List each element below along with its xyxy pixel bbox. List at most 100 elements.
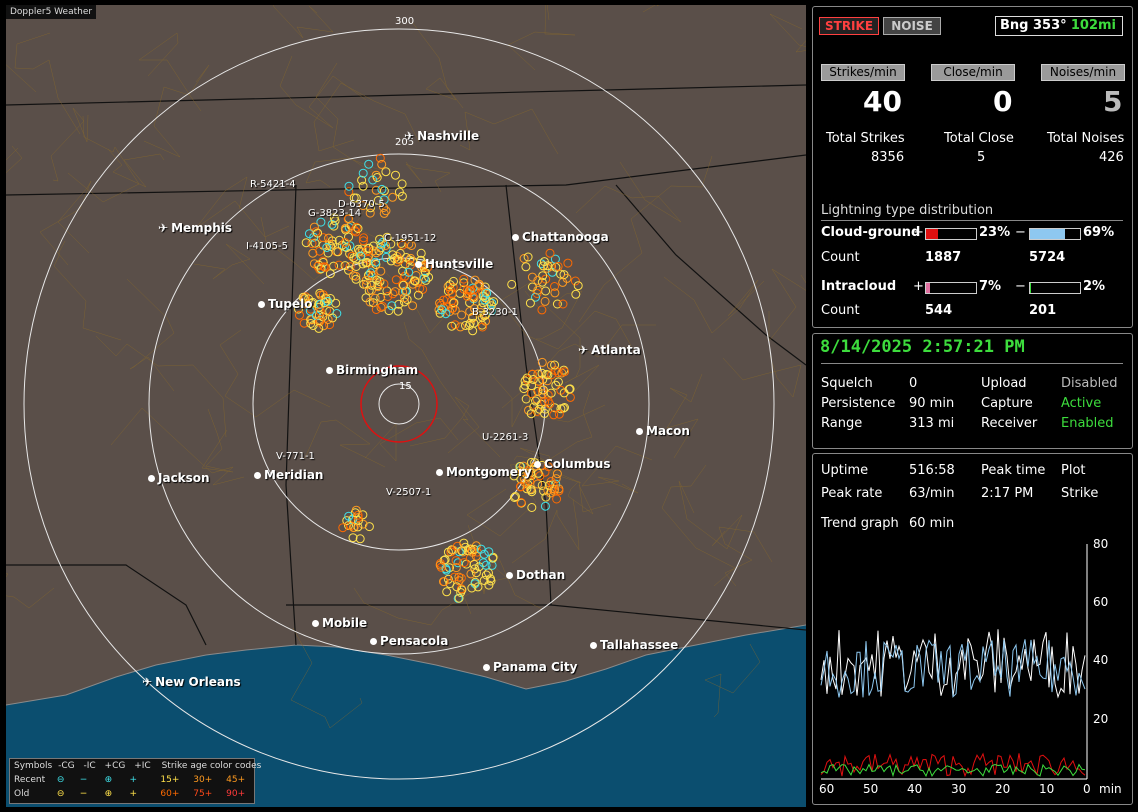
strike-symbol xyxy=(373,196,383,205)
strike-symbol xyxy=(550,288,560,298)
strike-symbol xyxy=(327,236,337,246)
strike-symbol xyxy=(537,357,547,367)
squelch-value[interactable]: 0 xyxy=(909,376,918,391)
strike-symbol xyxy=(399,280,408,290)
capture-value[interactable]: Active xyxy=(1061,396,1102,411)
persistence-value[interactable]: 90 min xyxy=(909,396,955,411)
strike-symbol xyxy=(421,267,430,277)
city-dot-icon xyxy=(590,642,597,649)
strike-symbol xyxy=(395,248,405,258)
age-30: 30+ xyxy=(193,775,213,785)
city-label: Tupelo xyxy=(258,297,313,311)
ic-negative-pct: 2% xyxy=(1083,279,1106,294)
strike-symbol xyxy=(326,242,336,251)
legend-recent-label: Recent xyxy=(14,775,46,785)
strike-symbol xyxy=(457,585,467,595)
city-label: Meridian xyxy=(254,468,323,482)
strike-symbol xyxy=(379,186,389,196)
range-value[interactable]: 313 mi xyxy=(909,416,955,431)
strike-symbol xyxy=(408,301,418,311)
strike-symbol xyxy=(306,319,316,328)
persistence-label: Persistence xyxy=(821,396,896,411)
storm-cell-label[interactable]: C-1951-12 xyxy=(384,233,437,244)
strike-symbol xyxy=(376,302,386,312)
strike-symbol xyxy=(439,295,448,305)
strike-symbol xyxy=(329,221,339,231)
old-neg-ic-icon: − xyxy=(79,789,88,799)
strike-symbol xyxy=(546,388,556,398)
storm-cell-label[interactable]: D-6370-5 xyxy=(338,199,385,210)
x-tick-40: 40 xyxy=(907,782,923,796)
city-dot-icon xyxy=(312,620,319,627)
lightning-map[interactable]: Doppler5 Weather 300 205 15 ✈ Nash xyxy=(6,5,806,807)
strike-symbol xyxy=(467,583,477,593)
strike-button[interactable]: STRIKE xyxy=(819,17,879,35)
strike-symbol xyxy=(484,547,494,557)
city-label: ✈ Nashville xyxy=(404,129,479,143)
strike-symbol xyxy=(559,388,569,398)
strike-symbol xyxy=(298,292,308,302)
strike-symbol xyxy=(488,553,498,563)
storm-cell-label[interactable]: G-3823-14 xyxy=(308,208,362,219)
datetime-readout: 8/14/2025 2:57:21 PM xyxy=(820,337,1025,357)
strike-symbol xyxy=(371,248,381,258)
city-name: Macon xyxy=(646,424,690,438)
city-name: Panama City xyxy=(493,660,578,674)
strike-symbol xyxy=(449,298,459,308)
strike-symbol xyxy=(473,582,483,592)
receiver-value[interactable]: Enabled xyxy=(1061,416,1114,431)
trend-graph-value[interactable]: 60 min xyxy=(909,516,955,531)
strike-symbol xyxy=(480,282,490,292)
storm-cell-label[interactable]: R-5421-4 xyxy=(250,179,296,190)
city-name: Tallahassee xyxy=(600,638,679,652)
strike-symbol xyxy=(323,315,333,324)
city-name: Memphis xyxy=(171,221,233,235)
city-label: Chattanooga xyxy=(512,230,609,244)
recent-pos-ic-icon: + xyxy=(129,775,138,785)
storm-cell-label[interactable]: U-2261-3 xyxy=(482,432,529,443)
strike-symbol xyxy=(523,252,533,262)
x-tick-10: 10 xyxy=(1039,782,1055,796)
strike-symbol xyxy=(315,246,325,256)
strike-symbol xyxy=(349,523,359,532)
strike-symbol xyxy=(476,303,486,313)
storm-cell-label[interactable]: I-4105-5 xyxy=(246,241,288,252)
storm-cell-label[interactable]: B-3230-1 xyxy=(472,307,518,318)
strike-symbol xyxy=(364,522,374,532)
storm-cell-label[interactable]: V-2507-1 xyxy=(386,487,432,498)
strike-symbol xyxy=(443,574,453,584)
strike-symbol xyxy=(357,175,367,185)
strike-symbol xyxy=(541,286,551,296)
x-tick-60: 60 xyxy=(819,782,835,796)
coastline xyxy=(6,624,806,706)
strike-symbol xyxy=(466,569,476,579)
capture-label: Capture xyxy=(981,396,1033,411)
storm-cell-label[interactable]: V-771-1 xyxy=(276,451,315,462)
strike-symbol xyxy=(538,389,548,399)
city-name: Montgomery xyxy=(446,465,532,479)
strike-symbol xyxy=(394,187,404,197)
ic-plus-sign: + xyxy=(913,279,924,294)
strike-symbol xyxy=(342,243,352,253)
city-name: Atlanta xyxy=(591,343,641,357)
map-legend: Symbols -CG -IC +CG +IC Strike age color… xyxy=(9,758,261,804)
noise-button[interactable]: NOISE xyxy=(883,17,941,35)
strike-symbol xyxy=(480,293,490,303)
plot-value[interactable]: Strike xyxy=(1061,486,1099,501)
legend-symbols-label: Symbols xyxy=(14,761,53,771)
app-title: Doppler5 Weather xyxy=(6,5,97,19)
age-45: 45+ xyxy=(226,775,246,785)
strike-symbol xyxy=(553,368,563,378)
upload-value[interactable]: Disabled xyxy=(1061,376,1118,391)
distribution-divider xyxy=(821,220,1123,221)
strike-symbol xyxy=(516,498,526,507)
strike-symbol xyxy=(343,214,353,224)
strike-symbol xyxy=(320,262,330,272)
strike-symbol xyxy=(531,396,540,406)
strike-symbol xyxy=(364,159,374,169)
strike-symbol xyxy=(363,271,373,281)
intracloud-label: Intracloud xyxy=(821,279,897,294)
strike-symbol xyxy=(313,228,323,238)
trend-series-line xyxy=(820,639,1086,698)
strike-symbol xyxy=(370,293,380,303)
